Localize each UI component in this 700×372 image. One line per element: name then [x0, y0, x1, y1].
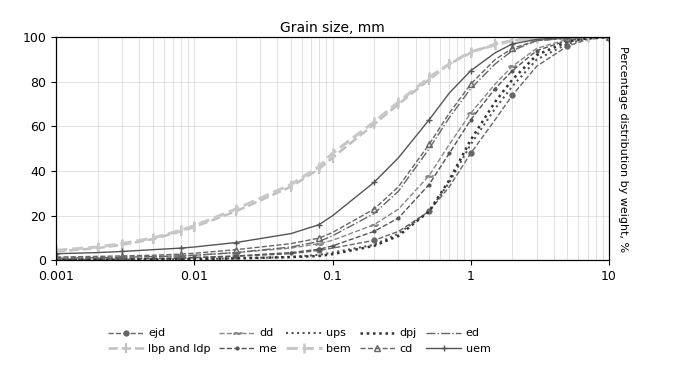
- Legend: ejd, lbp and ldp, dd, me, ups, bem, dpj, cd, ed, uem: ejd, lbp and ldp, dd, me, ups, bem, dpj,…: [108, 328, 491, 354]
- Title: Grain size, mm: Grain size, mm: [280, 20, 385, 35]
- Y-axis label: Percentage distribution by weight, %: Percentage distribution by weight, %: [618, 46, 629, 252]
